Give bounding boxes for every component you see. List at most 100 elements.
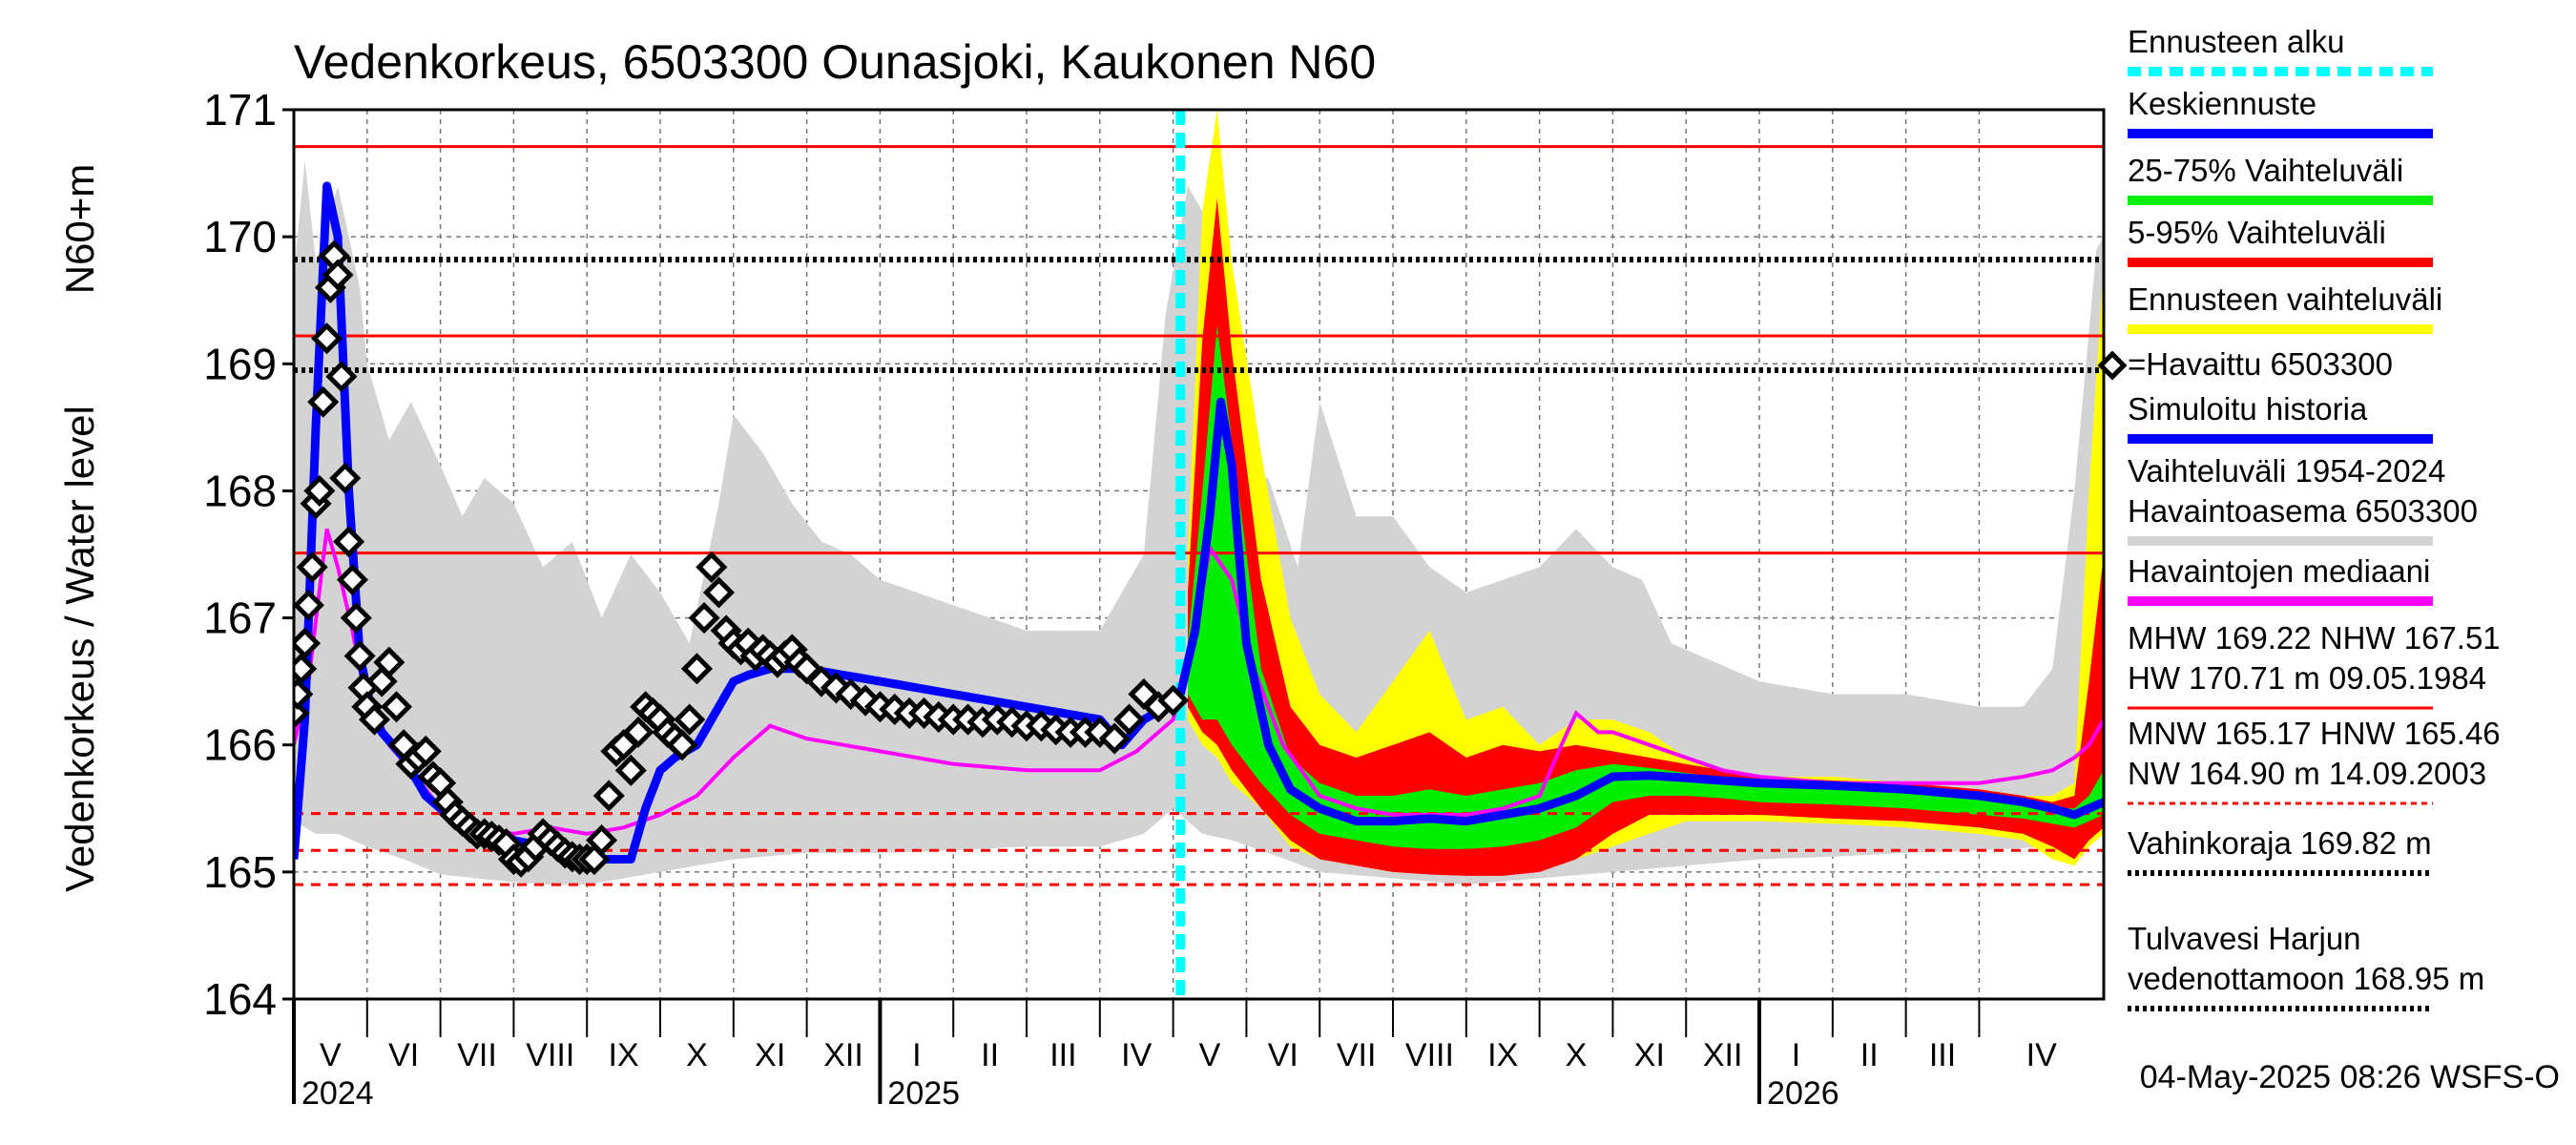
footer-timestamp: 04-May-2025 08:26 WSFS-O [2140, 1059, 2560, 1095]
observed-point [614, 754, 647, 786]
observed-point [586, 824, 618, 857]
month-label: V [1199, 1037, 1221, 1073]
legend-label: Vaihteluväli 1954-2024 [2128, 453, 2445, 489]
observed-point [592, 780, 625, 812]
chart-title: Vedenkorkeus, 6503300 Ounasjoki, Kaukone… [294, 35, 1376, 89]
observed-point [322, 259, 354, 291]
year-label: 2025 [887, 1075, 960, 1112]
observed-point [373, 646, 405, 678]
legend-label: HW 170.71 m 09.05.1984 [2128, 660, 2486, 696]
month-label: VII [1337, 1037, 1377, 1073]
observed-point [358, 703, 391, 736]
observed-point [296, 551, 328, 583]
legend-swatch [2097, 350, 2128, 381]
observed-point [688, 602, 720, 635]
observed-point [409, 735, 442, 767]
legend-label: Keskiennuste [2128, 86, 2316, 121]
observed-point [674, 703, 706, 736]
legend-label: Simuloitu historia [2128, 391, 2368, 427]
month-label: I [1792, 1037, 1800, 1073]
observed-point [294, 589, 324, 621]
legend-label: 25-75% Vaihteluväli [2128, 153, 2403, 188]
year-label: 2024 [301, 1075, 374, 1112]
y-tick-label: 168 [203, 466, 277, 515]
month-label: IV [2026, 1037, 2057, 1073]
month-label: III [1929, 1037, 1956, 1073]
month-label: VIII [526, 1037, 574, 1073]
observed-point [294, 677, 314, 710]
month-label: IX [609, 1037, 639, 1073]
plot-area-frame [292, 108, 2106, 1001]
observed-point [343, 639, 376, 673]
y-tick-label: 165 [203, 847, 277, 897]
range-bands [294, 110, 2104, 885]
legend: Ennusteen alku Keskiennuste 25-75% Vaihtel… [2097, 24, 2501, 1011]
observed-point [380, 691, 413, 723]
observed-point [666, 729, 698, 761]
observed-point [622, 716, 654, 748]
legend-label: =Havaittu 6503300 [2128, 346, 2393, 382]
month-label: XII [1703, 1037, 1743, 1073]
observed-point [294, 627, 322, 659]
legend-label: Havaintoasema 6503300 [2128, 493, 2478, 529]
month-label: IV [1121, 1037, 1152, 1073]
observed-point [805, 665, 838, 697]
legend-label: Tulvavesi Harjun [2128, 921, 2361, 956]
observed-point [329, 462, 362, 494]
observed-point [311, 323, 343, 355]
observed-point [294, 653, 318, 685]
y-tick-label: 166 [203, 720, 277, 770]
y-axis-label: Vedenkorkeus / Water level [57, 406, 102, 892]
observed-point [1157, 684, 1190, 717]
y-axis-unit-label: N60+m [57, 164, 102, 295]
y-tick-label: 167 [203, 593, 277, 643]
legend-label: Ennusteen alku [2128, 24, 2345, 59]
observed-point [849, 684, 882, 717]
month-label: X [1566, 1037, 1588, 1073]
month-label: XI [755, 1037, 785, 1073]
observed-point [1084, 716, 1116, 748]
legend-label: Ennusteen vaihteluväli [2128, 281, 2442, 317]
observed-point [1113, 703, 1146, 736]
month-label: III [1049, 1037, 1076, 1073]
legend-label: 5-95% Vaihteluväli [2128, 215, 2386, 250]
y-tick-label: 169 [203, 339, 277, 388]
legend-label: Vahinkoraja 169.82 m [2128, 825, 2432, 861]
month-label: VII [457, 1037, 497, 1073]
observed-point [340, 602, 372, 635]
legend-label: NW 164.90 m 14.09.2003 [2128, 756, 2486, 791]
legend-label: vedenottamoon 168.95 m [2128, 961, 2484, 996]
month-label: II [1860, 1037, 1879, 1073]
observed-markers [294, 239, 1190, 878]
y-tick-label: 164 [203, 974, 277, 1024]
observed-point [333, 526, 365, 558]
month-label: I [912, 1037, 921, 1073]
month-label: VIII [1405, 1037, 1454, 1073]
band-25-75 [1188, 325, 2104, 849]
forecast-range-band [1188, 110, 2104, 872]
month-label: X [686, 1037, 708, 1073]
month-label: VI [1268, 1037, 1298, 1073]
mean-forecast-line [1175, 397, 2104, 826]
observed-point [1098, 722, 1131, 755]
month-label: XII [823, 1037, 863, 1073]
year-label: 2026 [1767, 1075, 1839, 1112]
observed-point [307, 385, 340, 418]
month-label: II [981, 1037, 999, 1073]
month-label: V [320, 1037, 342, 1073]
y-tick-label: 171 [203, 85, 277, 135]
observed-point [578, 843, 611, 876]
observed-point [325, 361, 358, 393]
y-tick-label: 170 [203, 212, 277, 261]
legend-label: MNW 165.17 HNW 165.46 [2128, 716, 2501, 751]
reference-lines [294, 110, 2104, 999]
observed-point [702, 576, 735, 609]
month-label: VI [388, 1037, 419, 1073]
month-label: IX [1487, 1037, 1518, 1073]
legend-label: MHW 169.22 NHW 167.51 [2128, 620, 2501, 656]
observed-point [336, 564, 368, 596]
observed-point [680, 653, 713, 685]
observed-point [303, 474, 336, 507]
